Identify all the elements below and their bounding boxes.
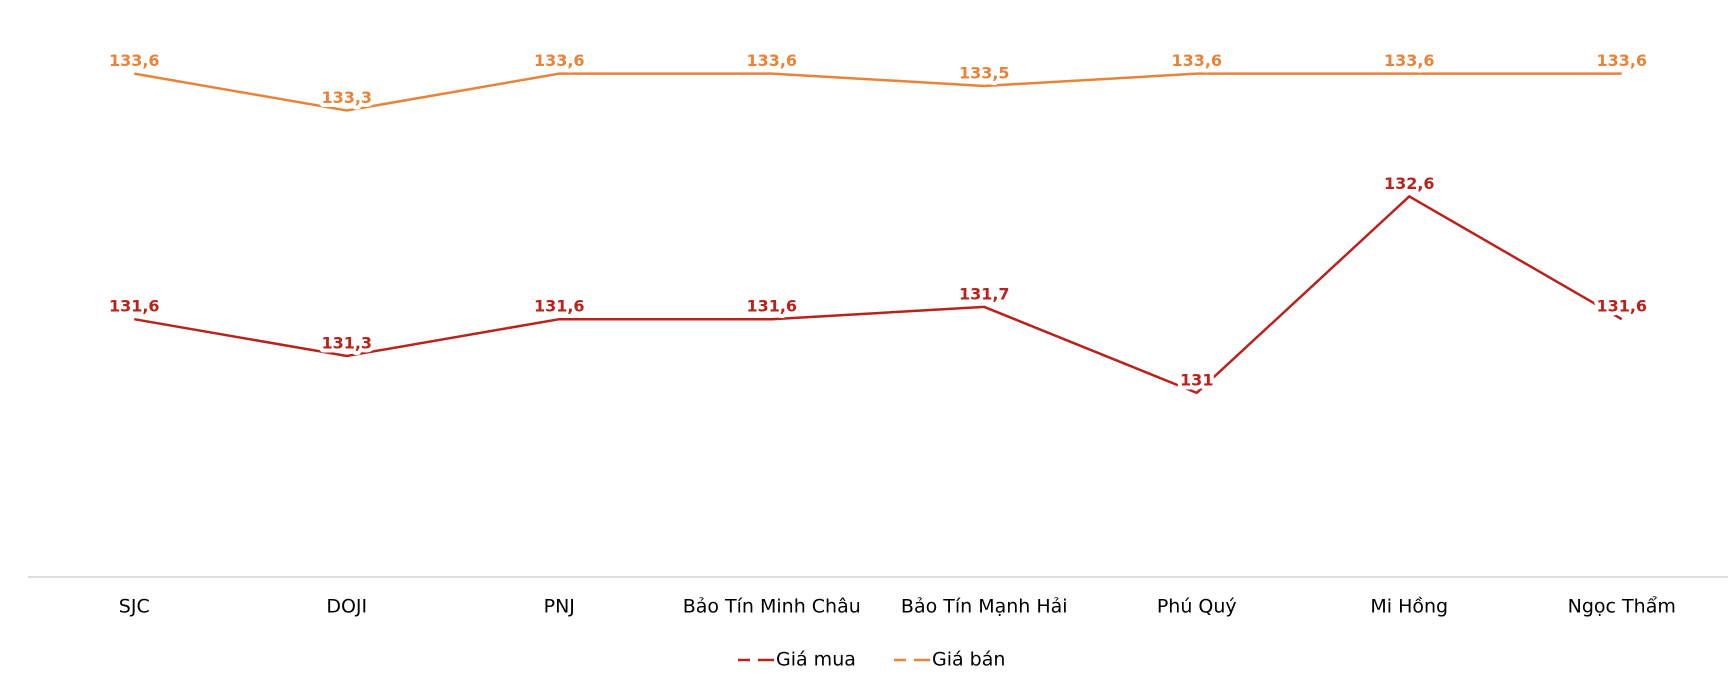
x-tick-label: DOJI (326, 596, 367, 618)
legend-label: Giá mua (776, 649, 856, 671)
data-label: 133,6 (1596, 51, 1647, 70)
data-label: 131,7 (959, 284, 1010, 303)
series-line (134, 72, 1622, 112)
x-tick-label: Phú Quý (1157, 596, 1237, 618)
data-label: 131,6 (746, 297, 797, 316)
series-line (134, 194, 1623, 395)
x-tick-label: Ngọc Thẩm (1568, 596, 1676, 618)
data-label: 131,6 (109, 297, 160, 316)
data-label: 133,6 (534, 51, 585, 70)
data-label: 132,6 (1384, 174, 1435, 193)
data-label: 131,6 (1596, 297, 1647, 316)
x-tick-label: Bảo Tín Mạnh Hải (901, 596, 1068, 618)
data-label: 133,6 (109, 51, 160, 70)
x-tick-label: SJC (119, 596, 150, 618)
data-label: 133,6 (1384, 51, 1435, 70)
x-tick-label: PNJ (544, 596, 575, 618)
data-label: 133,3 (321, 88, 372, 107)
data-label: 133,5 (959, 63, 1010, 82)
data-label: 133,6 (1171, 51, 1222, 70)
x-tick-label: Mi Hồng (1370, 596, 1448, 618)
data-label: 133,6 (746, 51, 797, 70)
data-label: 131,3 (321, 334, 372, 353)
data-label: 131,6 (534, 297, 585, 316)
legend-label: Giá bán (932, 649, 1005, 671)
x-tick-label: Bảo Tín Minh Châu (683, 596, 861, 618)
data-label: 131 (1180, 370, 1213, 389)
